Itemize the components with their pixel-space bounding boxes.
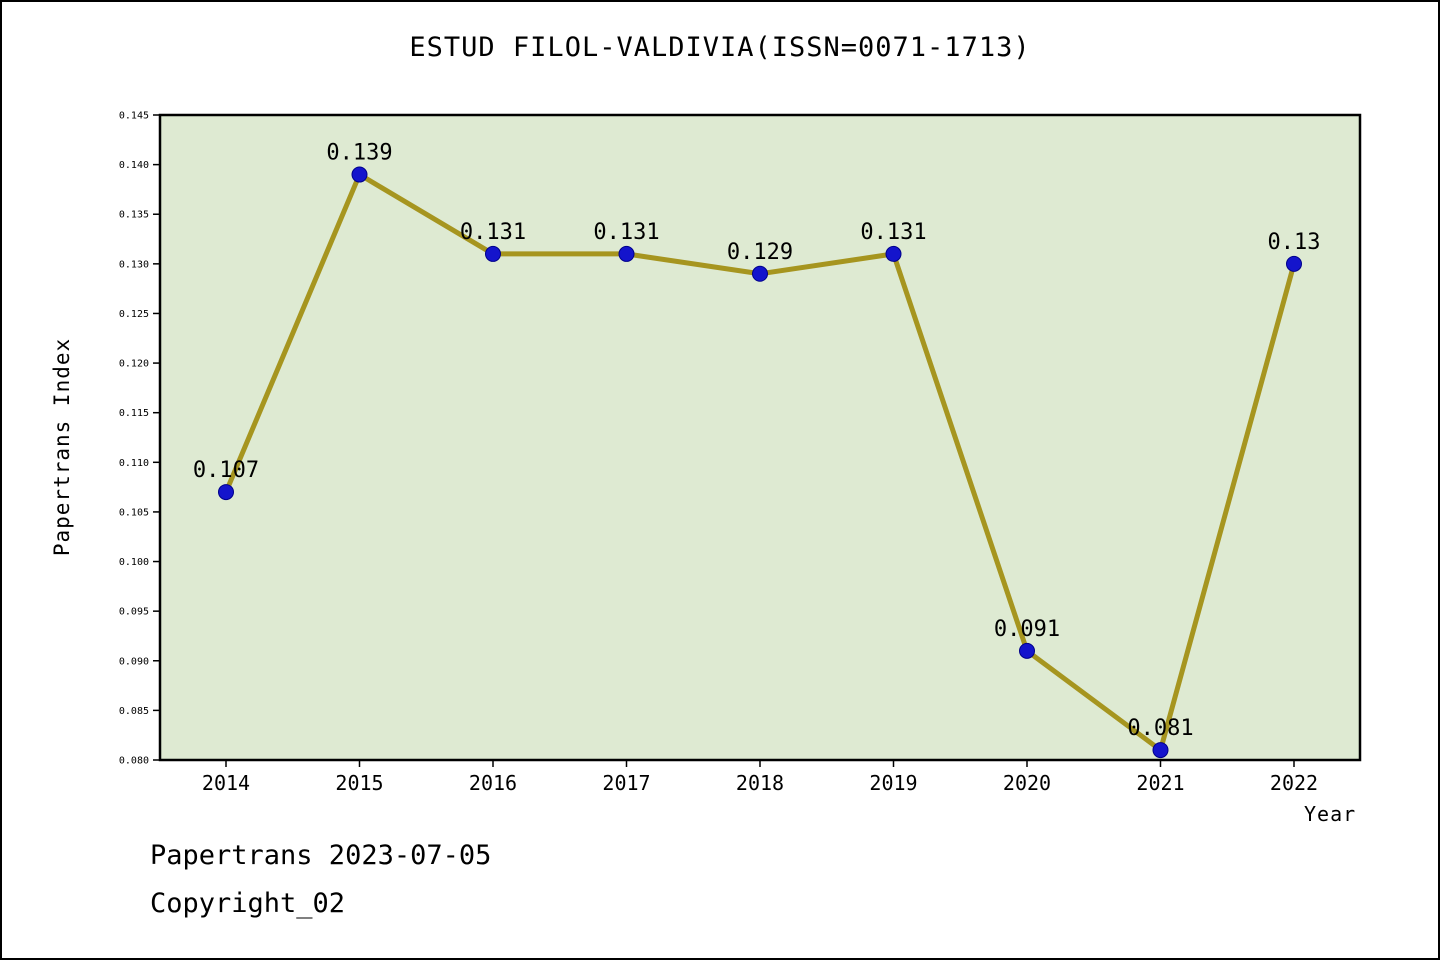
svg-text:0.125: 0.125	[119, 309, 149, 320]
svg-text:2016: 2016	[469, 771, 517, 795]
data-point-label: 0.131	[460, 220, 526, 245]
plot-area	[158, 113, 1362, 762]
data-point	[618, 245, 635, 262]
chart-title: ESTUD FILOL-VALDIVIA(ISSN=0071-1713)	[409, 32, 1031, 63]
footer-date-text: Papertrans 2023-07-05	[150, 840, 492, 871]
x-axis-ticks: 2014 2015 2016 2017 2018 2019 2020 2021 2022	[202, 760, 1318, 795]
data-point	[485, 245, 501, 262]
data-point-label: 0.091	[994, 617, 1060, 642]
data-point-label: 0.107	[193, 458, 259, 483]
svg-text:2021: 2021	[1136, 771, 1184, 795]
data-point	[885, 245, 902, 262]
data-point-labels: 0.107 0.139 0.131 0.131 0.129 0.131 0.091 0.081…	[193, 141, 1321, 742]
svg-text:2014: 2014	[202, 771, 250, 795]
svg-text:2020: 2020	[1003, 771, 1051, 795]
footer-copyright-text: Copyright_02	[150, 888, 346, 919]
svg-text:0.080: 0.080	[119, 756, 149, 767]
svg-text:0.090: 0.090	[119, 656, 149, 667]
data-points	[218, 166, 1302, 759]
svg-text:0.115: 0.115	[119, 408, 149, 419]
svg-text:0.100: 0.100	[119, 557, 149, 568]
data-point	[218, 484, 234, 501]
data-point-label: 0.139	[326, 141, 392, 166]
svg-text:0.130: 0.130	[119, 259, 149, 270]
svg-text:0.135: 0.135	[119, 210, 149, 221]
data-point	[1286, 255, 1302, 272]
svg-text:2017: 2017	[602, 771, 650, 795]
data-point	[752, 265, 768, 282]
svg-text:0.145: 0.145	[119, 111, 149, 122]
svg-text:0.140: 0.140	[119, 160, 149, 171]
data-point	[351, 166, 368, 183]
svg-text:2019: 2019	[869, 771, 917, 795]
svg-text:2022: 2022	[1270, 771, 1318, 795]
svg-text:0.095: 0.095	[119, 607, 149, 618]
data-point-label: 0.081	[1127, 716, 1193, 741]
svg-text:0.105: 0.105	[119, 507, 149, 518]
x-axis-label: Year	[1304, 802, 1357, 826]
y-axis-ticks: 0.080 0.085 0.090 0.095 0.100 0.105 0.110 0.115…	[119, 111, 160, 767]
svg-text:2018: 2018	[736, 771, 784, 795]
svg-text:0.085: 0.085	[119, 706, 149, 717]
data-point-label: 0.129	[727, 240, 793, 265]
data-point	[1019, 642, 1035, 659]
svg-text:0.120: 0.120	[119, 359, 149, 370]
data-point	[1152, 742, 1169, 759]
svg-text:0.110: 0.110	[119, 458, 149, 469]
data-point-label: 0.13	[1268, 230, 1321, 255]
data-point-label: 0.131	[593, 220, 659, 245]
data-point-label: 0.131	[860, 220, 926, 245]
svg-text:2015: 2015	[335, 771, 383, 795]
